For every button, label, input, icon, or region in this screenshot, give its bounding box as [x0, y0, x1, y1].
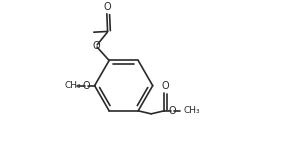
Text: CH₃: CH₃	[183, 106, 200, 115]
Text: CH₃: CH₃	[64, 81, 81, 90]
Text: O: O	[92, 41, 100, 51]
Text: O: O	[169, 106, 176, 116]
Text: O: O	[162, 81, 169, 91]
Text: O: O	[103, 2, 111, 12]
Text: O: O	[82, 81, 90, 91]
